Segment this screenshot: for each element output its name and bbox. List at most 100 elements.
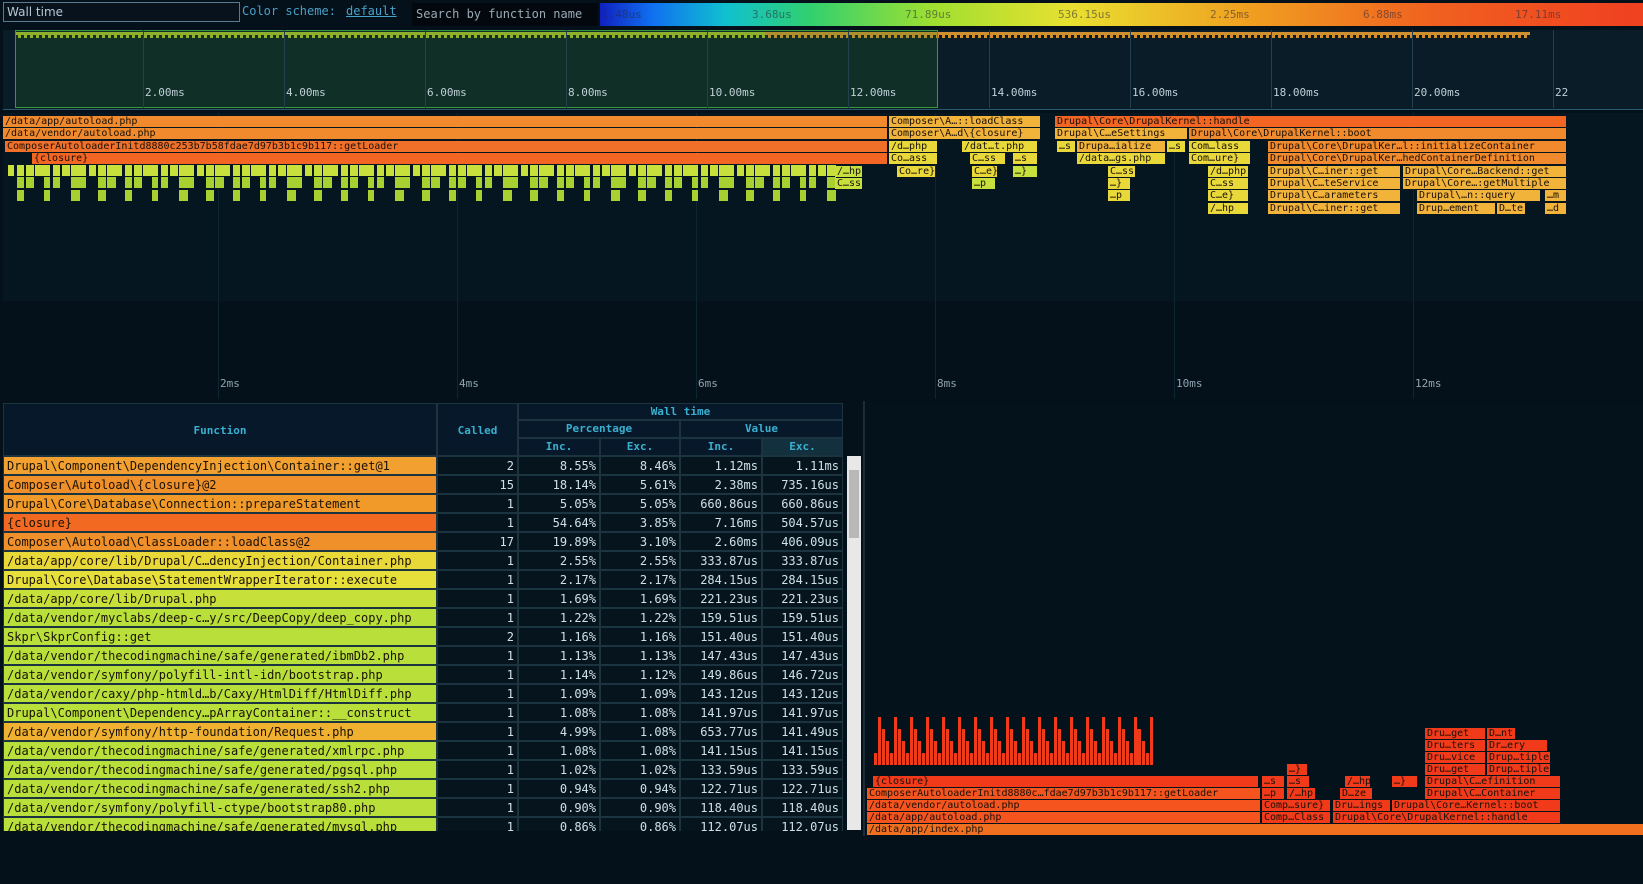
- sparkline: [282, 32, 285, 38]
- small-frame: [449, 189, 456, 201]
- small-frame: [1018, 753, 1021, 765]
- small-frame: [260, 177, 266, 189]
- small-frame: [62, 165, 70, 176]
- sparkline: [474, 32, 477, 38]
- function-cell[interactable]: Drupal\Component\Dependency…pArrayContai…: [3, 703, 437, 722]
- small-frame: [827, 177, 836, 189]
- cell: 1: [437, 570, 518, 589]
- function-cell[interactable]: /data/app/core/lib/Drupal/C…dencyInjecti…: [3, 551, 437, 570]
- cell: 133.59us: [680, 760, 762, 779]
- small-frame: [1046, 741, 1049, 765]
- sparkline: [588, 32, 591, 38]
- function-cell[interactable]: /data/vendor/thecodingmachine/safe/gener…: [3, 760, 437, 779]
- sparkline: [132, 32, 135, 38]
- tick-line: [1271, 30, 1272, 108]
- function-cell[interactable]: /data/vendor/thecodingmachine/safe/gener…: [3, 817, 437, 831]
- small-frame: [611, 189, 620, 201]
- function-cell[interactable]: /data/vendor/thecodingmachine/safe/gener…: [3, 646, 437, 665]
- sparkline: [537, 32, 540, 35]
- tick-line: [935, 113, 936, 399]
- sparkline: [480, 32, 483, 38]
- scrollbar[interactable]: [847, 456, 861, 830]
- cell: 1: [437, 817, 518, 831]
- cell: 159.51us: [762, 608, 843, 627]
- sparkline: [534, 32, 537, 38]
- color-scheme-link[interactable]: default: [346, 4, 397, 18]
- sparkline: [1395, 32, 1398, 35]
- sparkline: [459, 32, 462, 35]
- small-frame: [449, 165, 456, 176]
- search-input[interactable]: Search by function name: [412, 3, 598, 26]
- sparkline: [471, 32, 474, 35]
- sparkline: [195, 32, 198, 35]
- cell: 1.08%: [600, 703, 680, 722]
- sparkline: [1152, 32, 1155, 38]
- sparkline: [285, 32, 288, 35]
- frame: /data/vendor/autoload.php: [867, 800, 1260, 811]
- function-cell[interactable]: {closure}: [3, 513, 437, 532]
- sparkline: [741, 32, 744, 35]
- function-cell[interactable]: /data/vendor/symfony/polyfill-ctype/boot…: [3, 798, 437, 817]
- small-frame: [152, 165, 158, 176]
- sparkline: [630, 32, 633, 38]
- tick-label: 14.00ms: [991, 86, 1038, 99]
- sparkline: [1215, 32, 1218, 35]
- sparkline: [39, 32, 42, 35]
- small-frame: [938, 753, 941, 765]
- small-frame: [359, 165, 368, 176]
- frame: Drupal\Core\DrupalKer…hedContainerDefini…: [1268, 153, 1566, 165]
- function-cell[interactable]: Drupal\Core\Database\StatementWrapperIte…: [3, 570, 437, 589]
- function-cell[interactable]: Drupal\Component\DependencyInjection\Con…: [3, 456, 437, 475]
- small-frame: [1034, 753, 1037, 765]
- sparkline: [918, 32, 921, 38]
- sparkline: [288, 32, 291, 38]
- sparkline: [510, 32, 513, 38]
- sparkline: [822, 32, 825, 38]
- function-cell[interactable]: /data/vendor/thecodingmachine/safe/gener…: [3, 741, 437, 760]
- cell: 1.13%: [518, 646, 600, 665]
- sparkline: [759, 32, 762, 35]
- small-frame: [755, 165, 764, 176]
- metric-select[interactable]: Wall time: [3, 2, 240, 22]
- cell: 2.55%: [518, 551, 600, 570]
- sparkline: [828, 32, 831, 38]
- function-cell[interactable]: Composer\Autoload\ClassLoader::loadClass…: [3, 532, 437, 551]
- sparkline: [573, 32, 576, 35]
- cell: 1.69%: [600, 589, 680, 608]
- small-frame: [89, 165, 96, 176]
- sparkline: [21, 32, 24, 35]
- cell: 4.99%: [518, 722, 600, 741]
- frame: …s: [1167, 140, 1185, 152]
- sparkline: [1068, 32, 1071, 38]
- sparkline: [450, 32, 453, 38]
- function-cell[interactable]: /data/vendor/caxy/php-htmld…b/Caxy/HtmlD…: [3, 684, 437, 703]
- sparkline: [873, 32, 876, 35]
- sparkline: [330, 32, 333, 38]
- sparkline: [1170, 32, 1173, 38]
- cell: 1: [437, 722, 518, 741]
- function-cell[interactable]: Skpr\SkprConfig::get: [3, 627, 437, 646]
- small-frame: [170, 165, 178, 176]
- sparkline: [855, 32, 858, 35]
- sparkline: [570, 32, 573, 38]
- sparkline: [318, 32, 321, 38]
- sparkline: [306, 32, 309, 38]
- small-frame: [197, 165, 204, 176]
- small-frame: [395, 189, 404, 201]
- sparkline: [384, 32, 387, 38]
- function-cell[interactable]: Composer\Autoload\{closure}@2: [3, 475, 437, 494]
- sparkline: [498, 32, 501, 38]
- sparkline: [486, 32, 489, 38]
- small-frame: [503, 165, 512, 176]
- function-cell[interactable]: /data/vendor/symfony/http-foundation/Req…: [3, 722, 437, 741]
- function-cell[interactable]: /data/vendor/myclabs/deep-c…y/src/DeepCo…: [3, 608, 437, 627]
- tick-line: [848, 30, 849, 108]
- cell: 1: [437, 684, 518, 703]
- function-cell[interactable]: Drupal\Core\Database\Connection::prepare…: [3, 494, 437, 513]
- function-cell[interactable]: /data/app/core/lib/Drupal.php: [3, 589, 437, 608]
- sparkline: [900, 32, 903, 38]
- frame: /data…gs.php: [1077, 153, 1165, 165]
- scroll-thumb[interactable]: [849, 470, 859, 538]
- function-cell[interactable]: /data/vendor/thecodingmachine/safe/gener…: [3, 779, 437, 798]
- function-cell[interactable]: /data/vendor/symfony/polyfill-intl-idn/b…: [3, 665, 437, 684]
